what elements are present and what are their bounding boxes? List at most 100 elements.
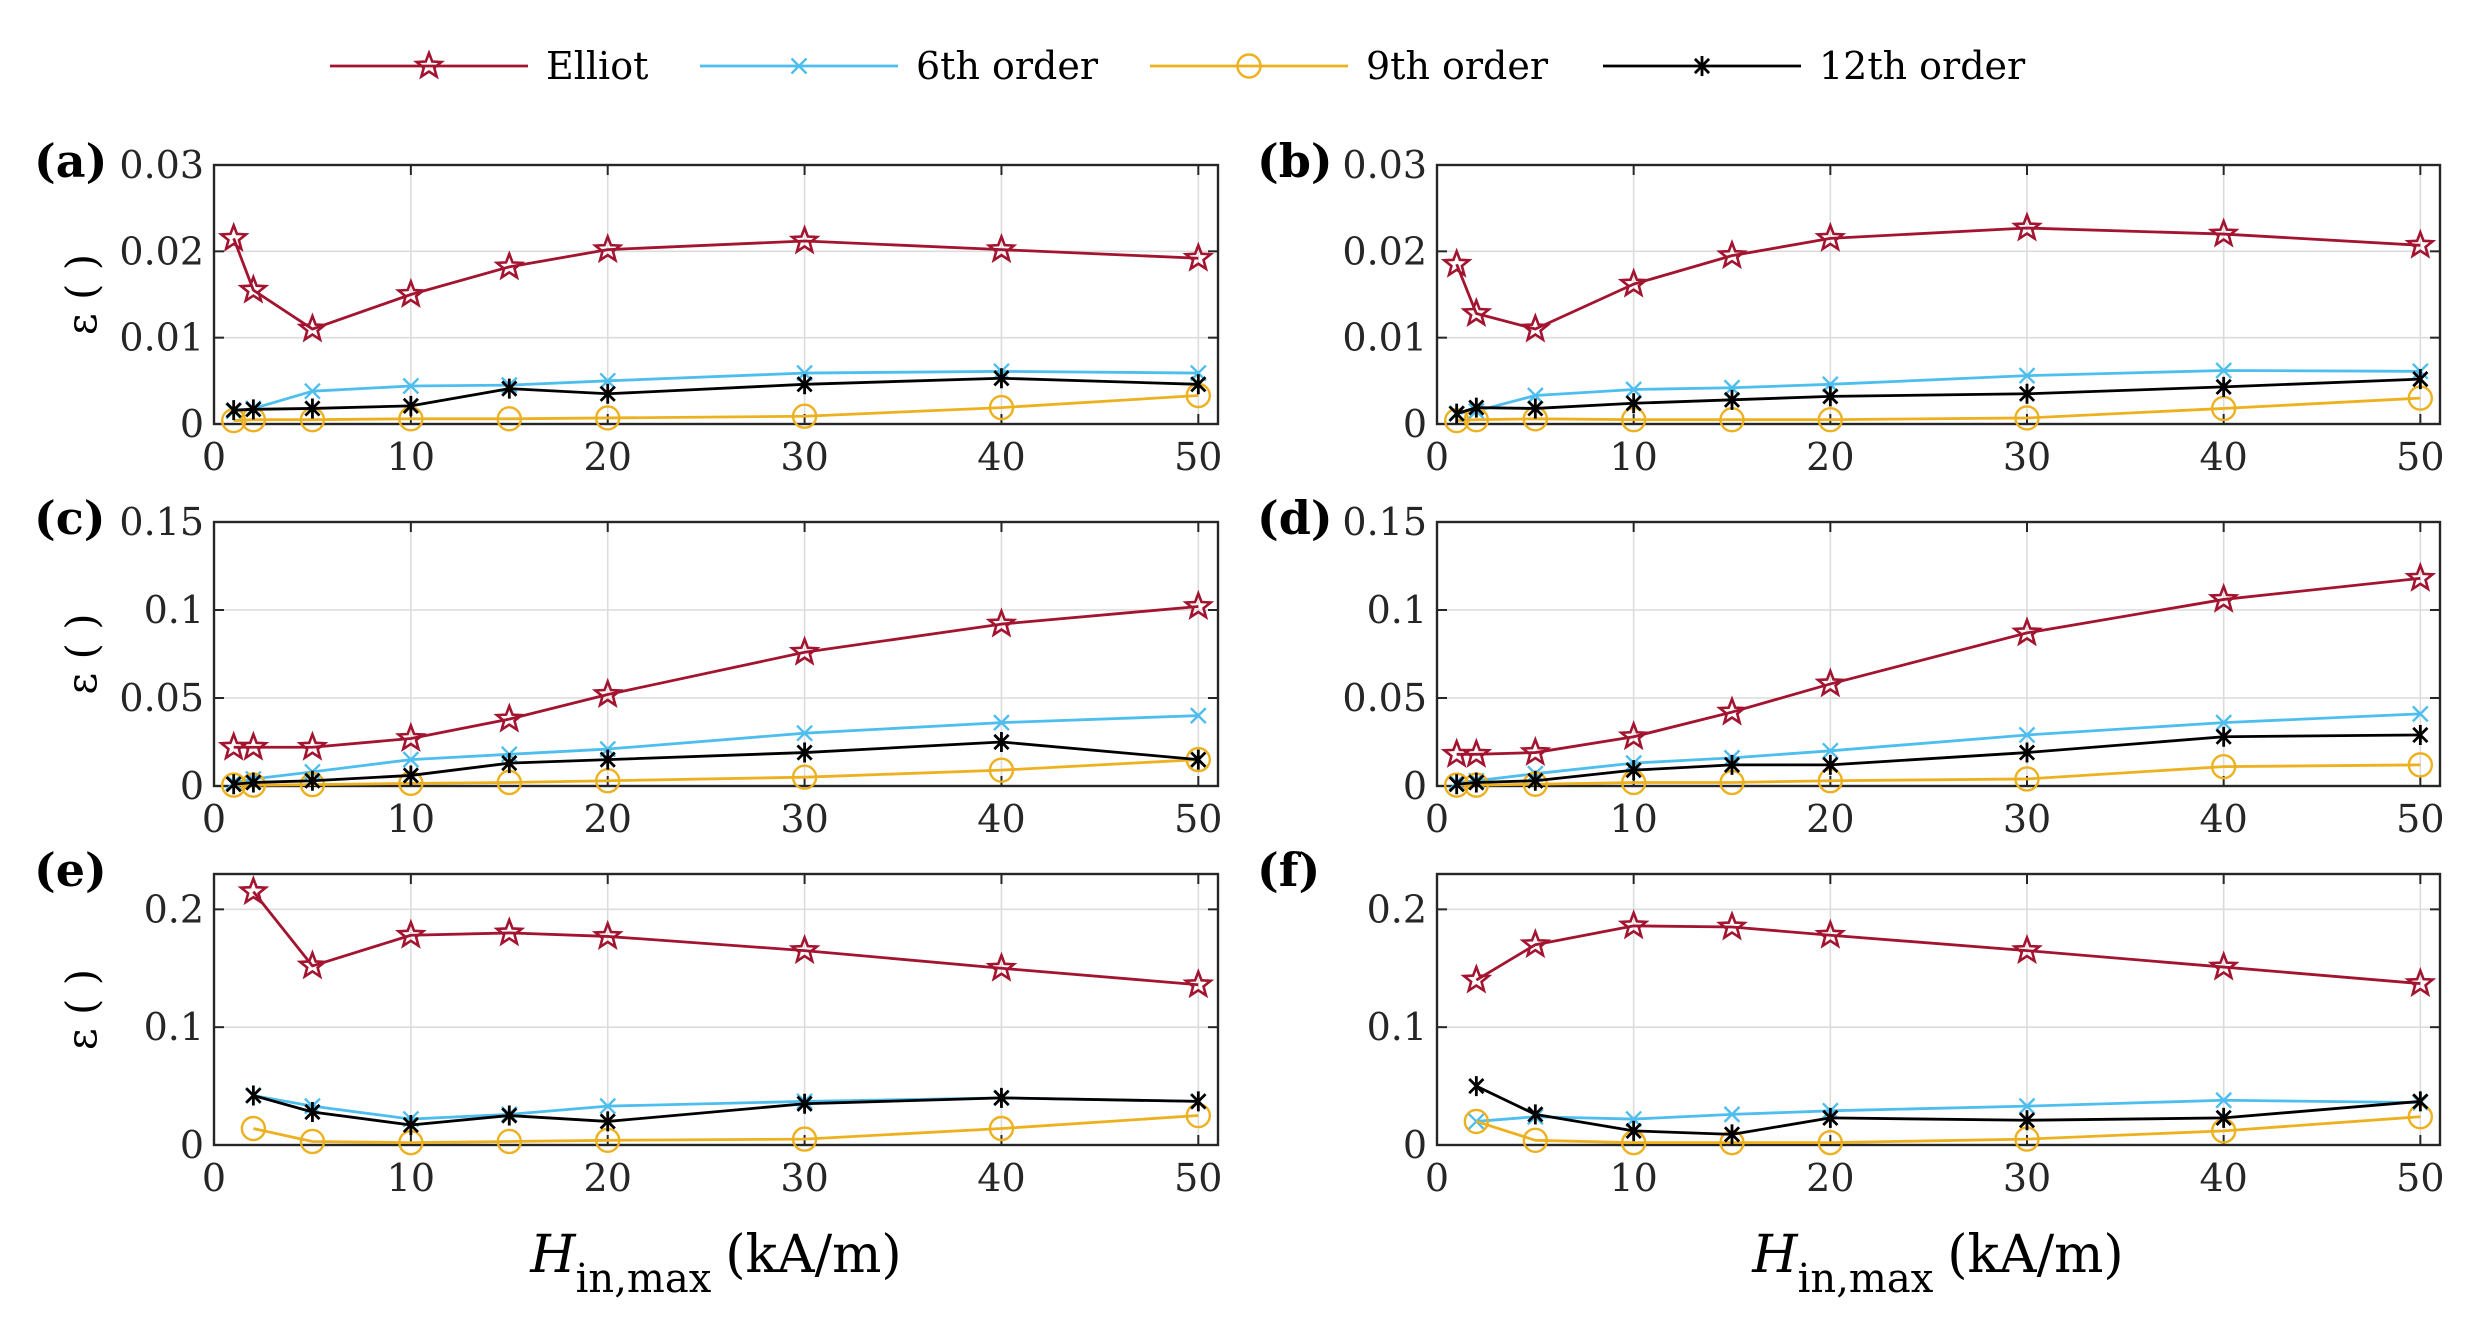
data-point-star [1716, 910, 1748, 941]
data-point-asterisk [2412, 369, 2429, 390]
data-point-circle [791, 1126, 818, 1152]
data-point-star [2404, 228, 2437, 259]
data-point-star [1440, 737, 1473, 768]
data-point-asterisk [1527, 770, 1544, 791]
series-elliot [237, 874, 1215, 999]
y-tick-label: 0 [1403, 1123, 1427, 1167]
data-point-asterisk [1190, 749, 1207, 770]
data-point-asterisk [1190, 1091, 1207, 1112]
y-tick-label: 0.2 [144, 887, 204, 931]
data-point-star [1814, 221, 1847, 252]
data-point-asterisk [1448, 774, 1465, 795]
axes-box [212, 520, 1220, 788]
series-6th-order [1448, 362, 2429, 422]
axes-box [212, 163, 1220, 426]
data-point-star [1182, 968, 1215, 999]
x-axis-label: Hin,max (kA/m) [1751, 1225, 2123, 1302]
data-point-asterisk [599, 749, 616, 770]
y-tick-label: 0 [180, 764, 204, 808]
series-line [233, 605, 1199, 749]
series-line [1475, 924, 2421, 985]
data-point-circle [2014, 405, 2040, 431]
x-axis-label-unit: (kA/m) [1947, 1225, 2123, 1285]
data-point-circle [988, 757, 1015, 783]
axes-box [212, 872, 1220, 1147]
data-point-star [2207, 217, 2240, 248]
data-point-asterisk [1625, 393, 1642, 414]
data-point-star [1460, 296, 1493, 327]
x-tick-label: 0 [202, 797, 226, 841]
data-point-star [1716, 238, 1748, 270]
panel-label: (c) [34, 491, 106, 545]
data-point-x [993, 714, 1010, 731]
data-point-circle [2407, 752, 2434, 778]
series-12th-order [245, 1085, 1207, 1135]
data-point-asterisk [2018, 383, 2036, 404]
panel-e: 0 10 20 30 40 50 0 0.1 0.2 (e) ε ( ) [34, 843, 1222, 1200]
x-tick-label: 20 [1806, 1156, 1854, 1200]
axes-box [1435, 520, 2442, 788]
panel-c: 0 10 20 30 40 50 0 0.05 0.1 0.15 (c) ε ( ) [34, 491, 1222, 841]
data-point-asterisk [225, 774, 242, 795]
y-tick-label: 0.1 [144, 1005, 204, 1049]
series-12th-order [225, 368, 1207, 421]
data-point-star [1519, 312, 1552, 343]
series-line [233, 758, 1199, 787]
legend-label: 12th order [1819, 44, 2026, 88]
x-tick-label: 20 [584, 797, 632, 841]
x-tick-label: 0 [202, 1156, 226, 1200]
y-tick-label: 0.1 [1367, 1005, 1427, 1049]
data-point-asterisk [1723, 389, 1741, 410]
panel-f: 0 10 20 30 40 50 0 0.1 0.2 (f) [1257, 843, 2445, 1200]
data-point-asterisk [599, 383, 616, 404]
axes-box [1435, 872, 2442, 1147]
data-point-asterisk [1448, 403, 1465, 424]
data-point-circle [791, 764, 818, 790]
grid [1436, 874, 2440, 1146]
data-point-circle [220, 772, 247, 798]
panel-label: (f) [1257, 843, 1320, 897]
x-axis-labels: Hin,max (kA/m) Hin,max (kA/m) [529, 1225, 2123, 1302]
x-tick-label: 30 [780, 797, 828, 841]
y-tick-label: 0.05 [119, 676, 204, 720]
data-point-asterisk [796, 374, 813, 395]
x-tick-label: 30 [2003, 1156, 2051, 1200]
data-point-star [1617, 909, 1650, 940]
y-tick-label: 0.05 [1342, 676, 1427, 720]
data-point-asterisk [501, 378, 518, 399]
x-axis-label-subscript: in,max [576, 1256, 712, 1302]
data-point-circle [1463, 1108, 1490, 1135]
data-point-asterisk [402, 1114, 419, 1135]
data-point-circle [988, 1115, 1015, 1142]
data-point-asterisk [304, 770, 321, 791]
y-tick-label: 0.15 [119, 500, 204, 544]
data-point-circle [2014, 766, 2040, 792]
data-point-x [1723, 1106, 1741, 1123]
series-line [253, 1114, 1199, 1145]
series-line [1456, 763, 2421, 787]
data-point-asterisk [796, 1093, 813, 1114]
data-point-star [493, 250, 526, 281]
x-tick-label: 50 [1174, 1156, 1222, 1200]
data-point-star [237, 273, 270, 304]
legend-label: 9th order [1366, 44, 1549, 88]
x-axis-label-variable: H [1751, 1225, 1799, 1285]
x-tick-label: 0 [202, 435, 226, 479]
data-point-star [395, 277, 427, 308]
data-point-x [1821, 375, 1839, 393]
y-tick-label: 0.01 [1342, 316, 1427, 360]
data-point-circle [240, 1115, 267, 1142]
legend-circle-marker [1236, 53, 1262, 79]
grid [1436, 521, 2440, 787]
panel-label: (e) [34, 843, 107, 897]
series-line [1455, 226, 2421, 331]
series-line [233, 394, 1199, 422]
data-point-star [1440, 247, 1473, 278]
data-point-star [1814, 918, 1847, 949]
legend-x-marker [790, 57, 808, 75]
data-point-star [788, 224, 821, 255]
x-tick-label: 40 [2199, 1156, 2247, 1200]
y-tick-label: 0.03 [1342, 143, 1427, 187]
x-tick-label: 10 [1609, 797, 1657, 841]
